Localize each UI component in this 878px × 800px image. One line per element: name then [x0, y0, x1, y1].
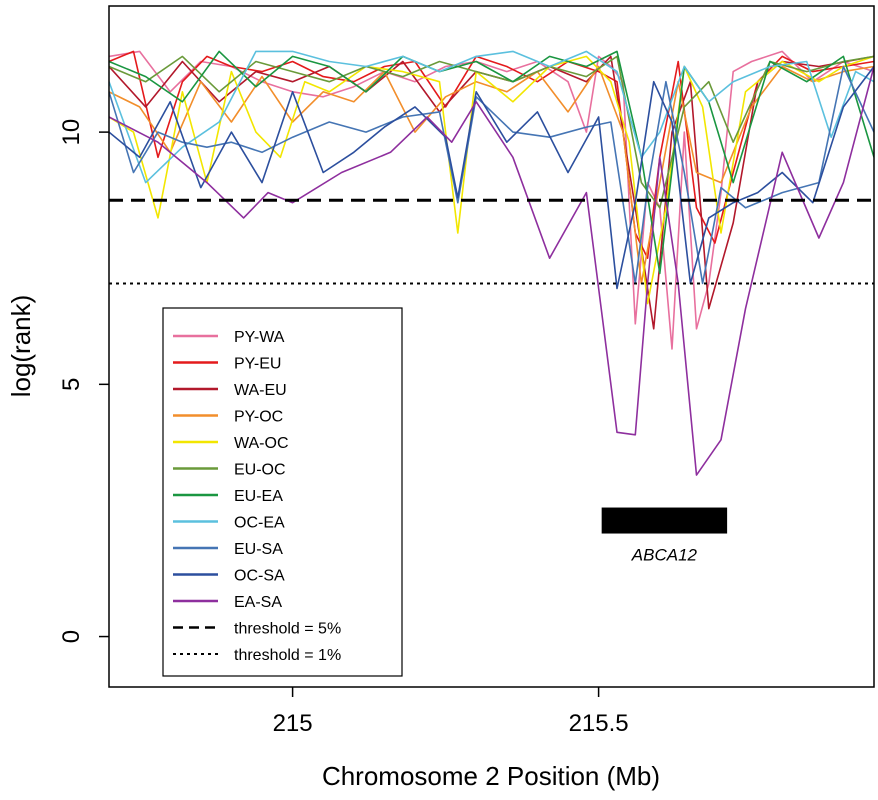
- x-axis-title: Chromosome 2 Position (Mb): [322, 761, 660, 791]
- y-axis-title: log(rank): [6, 295, 36, 398]
- series-line-py-eu: [109, 50, 874, 260]
- series-line-eu-ea: [109, 50, 874, 275]
- gene-label: ABCA12: [631, 546, 698, 565]
- legend-label: threshold = 5%: [234, 621, 341, 638]
- legend-label: OC-EA: [234, 515, 285, 532]
- series-line-wa-oc: [109, 55, 874, 305]
- y-tick-label: 10: [58, 119, 85, 146]
- legend-label: EA-SA: [234, 594, 282, 611]
- legend-label: WA-EU: [234, 382, 287, 399]
- y-tick-label: 0: [58, 630, 85, 643]
- gene-bar: [601, 507, 728, 534]
- gene-annotation: ABCA12: [601, 507, 728, 565]
- x-tick-label: 215.5: [569, 710, 629, 737]
- series-line-eu-oc: [109, 55, 874, 209]
- x-tick-label: 215: [273, 710, 313, 737]
- legend: PY-WA PY-EU WA-EU PY-OC WA-OC EU-OC EU-EA OC-EA…: [162, 307, 403, 677]
- series-line-oc-sa: [109, 66, 874, 290]
- legend-label: PY-EU: [234, 356, 281, 373]
- legend-label: PY-OC: [234, 409, 283, 426]
- legend-label: PY-WA: [234, 329, 285, 346]
- legend-label: WA-OC: [234, 435, 289, 452]
- series-line-ea-sa: [109, 66, 874, 476]
- series-line-oc-ea: [109, 50, 874, 184]
- legend-label: EU-EA: [234, 488, 283, 505]
- y-tick-label: 5: [58, 378, 85, 391]
- legend-box: [162, 307, 403, 677]
- legend-label: threshold = 1%: [234, 647, 341, 664]
- legend-label: OC-SA: [234, 568, 285, 585]
- legend-label: EU-SA: [234, 541, 283, 558]
- threshold-layer: [109, 198, 874, 285]
- series-line-py-wa: [109, 50, 874, 350]
- plot-frame: [108, 5, 875, 688]
- series-line-eu-sa: [109, 65, 874, 285]
- axes: 215 215.5 0 5 10: [58, 119, 629, 737]
- legend-label: EU-OC: [234, 462, 286, 479]
